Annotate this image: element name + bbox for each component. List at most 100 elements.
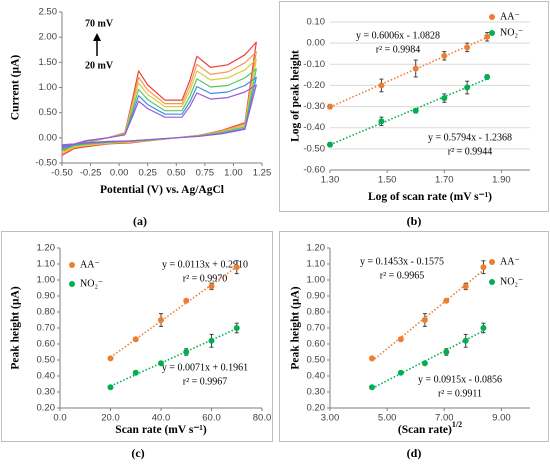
point xyxy=(412,65,419,72)
legend-label: AA⁻ xyxy=(500,256,520,267)
y-tick-label: 0.80 xyxy=(37,307,56,318)
x-axis-label-text: Scan rate (mV s⁻¹) xyxy=(115,424,207,436)
y-tick-label: 1.00 xyxy=(37,275,56,286)
y-tick-label: 1.00 xyxy=(39,82,58,93)
y-tick-label: 0.60 xyxy=(37,339,56,350)
point xyxy=(421,360,428,367)
point xyxy=(107,384,114,391)
point xyxy=(443,349,450,355)
point xyxy=(441,95,448,102)
y-tick-label: 1.00 xyxy=(307,275,326,286)
legend-label: NO₂⁻ xyxy=(80,278,103,289)
y-tick-label: 0.20 xyxy=(307,403,326,414)
y-tick-label: -0.30 xyxy=(303,101,325,112)
y-tick-label: 1.50 xyxy=(39,57,58,68)
point xyxy=(233,325,240,331)
x-tick-label: 1.30 xyxy=(321,175,340,186)
x-tick-label: 0.75 xyxy=(196,168,215,179)
x-tick-label: 1.90 xyxy=(492,175,511,186)
y-tick-label: 0.50 xyxy=(307,355,326,366)
y-tick-label: -0.50 xyxy=(303,143,325,154)
y-tick-label: 0.00 xyxy=(39,132,58,143)
annotation: y = 0.0113x + 0.2910 xyxy=(162,259,248,270)
panel-frame xyxy=(279,231,549,442)
x-tick-label: 1.00 xyxy=(224,168,243,179)
point xyxy=(158,317,164,323)
point xyxy=(397,336,404,343)
annotation: r² = 0.9911 xyxy=(438,388,482,399)
point xyxy=(369,384,375,391)
legend-marker xyxy=(489,259,495,265)
caption: (c) xyxy=(131,446,144,460)
legend-marker xyxy=(489,30,495,36)
caption: (b) xyxy=(407,214,422,228)
x-tick-label: 7.00 xyxy=(435,413,454,424)
y-tick-label: -0.10 xyxy=(303,59,325,70)
point xyxy=(462,283,469,290)
x-axis-label: Scan rate (mV s⁻¹) xyxy=(115,424,207,436)
y-tick-label: 0.40 xyxy=(307,371,326,382)
caption: (d) xyxy=(407,446,422,460)
x-axis-label-superscript: 1/2 xyxy=(452,420,462,429)
y-tick-label: 1.10 xyxy=(37,259,56,270)
point xyxy=(208,337,215,344)
x-tick-label: 5.00 xyxy=(378,413,397,424)
x-tick-label: 1.70 xyxy=(435,175,454,186)
legend-marker xyxy=(489,279,495,285)
y-tick-label: 0.20 xyxy=(37,403,56,414)
x-tick-label: 80.0 xyxy=(253,413,272,424)
legend-label: AA⁻ xyxy=(80,259,100,270)
point xyxy=(233,264,240,271)
y-tick-label: 0.30 xyxy=(37,387,56,398)
x-tick-label: 0.0 xyxy=(53,413,66,424)
annotation: y = 0.5794x - 1.2368 xyxy=(428,132,512,143)
point xyxy=(369,355,375,362)
point xyxy=(132,336,139,343)
annotation: r² = 0.9965 xyxy=(380,270,424,281)
point xyxy=(484,33,491,40)
panel-frame xyxy=(279,1,549,212)
x-tick-label: 1.50 xyxy=(378,175,397,186)
trendline xyxy=(329,78,488,146)
cv-curve xyxy=(61,76,257,150)
annotation: r² = 0.9944 xyxy=(448,146,492,157)
x-tick-label: 9.00 xyxy=(492,413,511,424)
point xyxy=(441,52,448,59)
point xyxy=(107,355,114,362)
x-tick-label: 0.25 xyxy=(138,168,157,179)
x-axis-label: Potential (V) vs. Ag/AgCl xyxy=(100,184,224,196)
x-tick-label: 20.0 xyxy=(101,413,120,424)
y-tick-label: 0.10 xyxy=(307,17,326,28)
x-axis-label: (Scan rate)1/2 xyxy=(398,420,462,436)
point xyxy=(378,118,385,125)
x-axis-label-text: Log of scan rate (mV s⁻¹) xyxy=(368,191,492,203)
annotation: 70 mV xyxy=(85,18,114,29)
y-tick-label: 0.80 xyxy=(307,307,326,318)
caption: (a) xyxy=(133,214,147,228)
y-tick-label: 0.90 xyxy=(37,291,56,302)
arrow-head xyxy=(93,33,101,41)
point xyxy=(464,44,471,51)
legend-label: NO₂⁻ xyxy=(500,27,523,38)
y-tick-label: -0.20 xyxy=(303,80,325,91)
x-tick-label: -0.50 xyxy=(51,168,73,179)
y-tick-label: 2.50 xyxy=(39,7,58,18)
point xyxy=(378,82,385,89)
point xyxy=(208,283,215,290)
panel-frame xyxy=(1,231,273,442)
y-axis-label: Log of peak height xyxy=(290,50,302,142)
x-tick-label: 3.00 xyxy=(321,413,340,424)
y-tick-label: 2.00 xyxy=(39,32,58,43)
y-tick-label: 0.50 xyxy=(39,107,58,118)
point xyxy=(480,264,487,271)
x-axis-label-text: Potential (V) vs. Ag/AgCl xyxy=(100,184,224,196)
point xyxy=(443,297,450,304)
annotation: y = 0.1453x - 0.1575 xyxy=(360,256,444,267)
point xyxy=(183,297,190,304)
legend-label: NO₂⁻ xyxy=(500,276,523,287)
y-tick-label: 0.90 xyxy=(307,291,326,302)
x-axis-label-text: (Scan rate) xyxy=(398,424,452,436)
annotation: y = 0.6006x - 1.0828 xyxy=(356,30,440,41)
point xyxy=(412,107,419,114)
